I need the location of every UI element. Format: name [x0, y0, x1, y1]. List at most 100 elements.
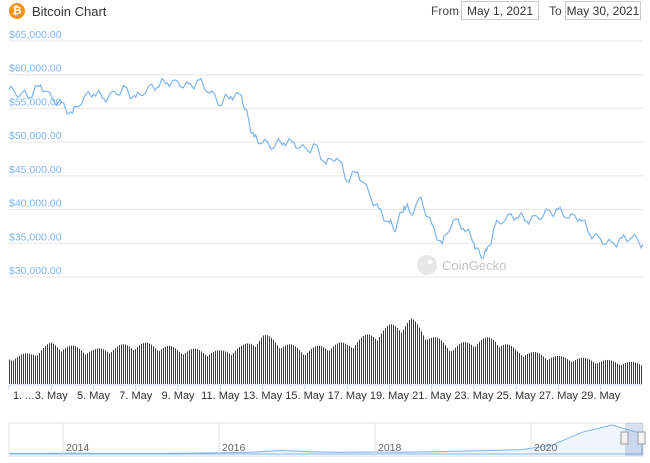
volume-bars — [9, 318, 642, 384]
volume-bar — [97, 348, 98, 384]
volume-bar — [407, 322, 408, 384]
volume-bar — [253, 345, 254, 384]
navigator-left-handle[interactable] — [620, 431, 629, 445]
volume-bar — [269, 336, 270, 384]
volume-bar — [427, 339, 428, 384]
volume-bar — [137, 347, 138, 384]
volume-bar — [75, 346, 76, 384]
volume-bar — [501, 345, 502, 384]
volume-bar — [445, 345, 446, 384]
x-tick-label: 25. May — [497, 390, 537, 402]
volume-bar — [195, 348, 196, 384]
volume-bar — [609, 360, 610, 384]
volume-bar — [37, 355, 38, 384]
volume-bar — [109, 353, 110, 384]
volume-bar — [515, 349, 516, 384]
x-tick-label: 19. May — [370, 390, 410, 402]
volume-bar — [183, 354, 184, 384]
volume-bar — [201, 351, 202, 384]
navigator-year-labels: 2014 2016 2018 2020 — [62, 423, 558, 456]
volume-bar — [235, 350, 236, 384]
volume-bar — [461, 342, 462, 384]
volume-bar — [45, 345, 46, 384]
volume-bar — [223, 350, 224, 384]
y-tick-label: $40,000.00 — [9, 198, 62, 210]
volume-bar — [25, 353, 26, 384]
volume-bar — [365, 334, 366, 384]
volume-bar — [129, 346, 130, 384]
volume-bar — [133, 349, 134, 384]
volume-bar — [413, 319, 414, 384]
volume-bar — [19, 355, 20, 384]
volume-bar — [101, 348, 102, 384]
volume-bar — [165, 346, 166, 384]
volume-bar — [565, 357, 566, 384]
volume-bar — [303, 354, 304, 384]
volume-bar — [369, 334, 370, 384]
navigator-panel[interactable]: 2014 2016 2018 2020 — [8, 422, 646, 457]
volume-bar — [481, 339, 482, 384]
volume-bar — [189, 350, 190, 384]
volume-bar — [287, 344, 288, 384]
volume-bar — [623, 363, 624, 384]
volume-bar — [345, 343, 346, 384]
volume-bar — [401, 333, 402, 384]
volume-bar — [519, 353, 520, 384]
volume-bar — [279, 348, 280, 384]
volume-bar — [381, 333, 382, 384]
x-tick-label: 21. May — [412, 390, 452, 402]
x-tick-label: 23. May — [454, 390, 494, 402]
volume-bar — [273, 340, 274, 384]
x-tick-label: 27. May — [539, 390, 579, 402]
from-date-input[interactable]: May 1, 2021 — [461, 1, 539, 20]
volume-bar — [161, 349, 162, 384]
volume-bar — [33, 354, 34, 384]
volume-bar — [311, 348, 312, 384]
volume-bar — [243, 344, 244, 384]
volume-bar — [503, 344, 504, 384]
volume-bar — [49, 343, 50, 384]
volume-bar — [323, 347, 324, 384]
volume-bar — [635, 362, 636, 384]
volume-bar — [139, 345, 140, 384]
volume-bar — [29, 353, 30, 384]
volume-bar — [541, 354, 542, 384]
volume-bar — [163, 347, 164, 384]
volume-bar — [77, 347, 78, 384]
navigator-range-selection[interactable] — [625, 423, 643, 456]
volume-bar — [197, 349, 198, 384]
volume-bar — [313, 347, 314, 384]
volume-bar — [241, 345, 242, 384]
volume-bar — [579, 358, 580, 384]
volume-bar — [549, 358, 550, 384]
volume-bar — [169, 345, 170, 384]
volume-bar — [217, 350, 218, 384]
navigator-area — [9, 424, 643, 455]
volume-bar — [121, 344, 122, 384]
volume-bar — [205, 354, 206, 384]
volume-bar — [299, 350, 300, 384]
x-tick-label: 5. May — [77, 390, 111, 402]
volume-bar — [339, 342, 340, 384]
y-tick-label: $35,000.00 — [9, 231, 62, 243]
volume-bar — [301, 352, 302, 384]
volume-bar — [465, 342, 466, 384]
volume-bar — [371, 335, 372, 384]
volume-bar — [105, 350, 106, 384]
volume-bar — [157, 350, 158, 384]
watermark-text: CoinGecko — [442, 258, 506, 273]
volume-bar — [259, 340, 260, 384]
x-axis-labels: 1. ... 3. May 5. May 7. May 9. May 11. May 13.… — [8, 385, 621, 402]
y-axis-labels: $65,000.00 $60,000.00 $55,000.00 $50,000.00… — [9, 29, 62, 277]
volume-bar — [563, 356, 564, 384]
volume-bar — [437, 337, 438, 384]
volume-bar — [509, 344, 510, 384]
volume-bar — [57, 347, 58, 384]
volume-bar — [177, 350, 178, 384]
volume-bar — [71, 345, 72, 384]
volume-bar — [79, 348, 80, 384]
navigator-right-handle[interactable] — [637, 431, 646, 445]
to-date-input[interactable]: May 30, 2021 — [565, 1, 641, 20]
chart-header: ₿ Bitcoin Chart From May 1, 2021 To May … — [0, 0, 650, 24]
